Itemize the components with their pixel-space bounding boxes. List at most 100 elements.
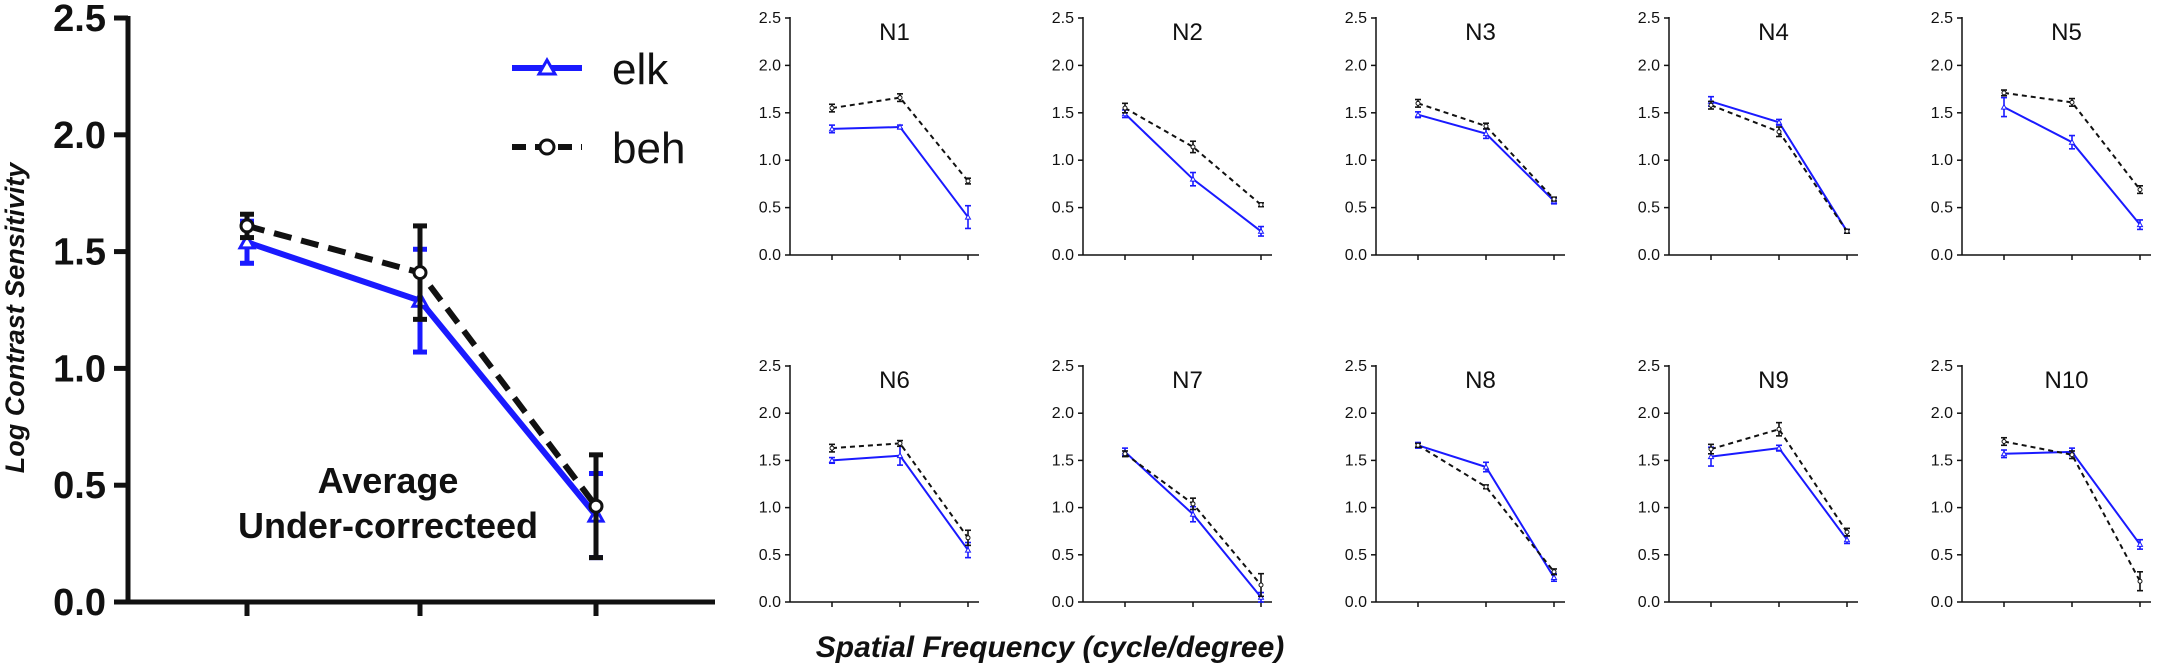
point-beh — [897, 440, 903, 446]
point-beh — [1844, 529, 1850, 535]
point-elk — [1189, 510, 1197, 517]
y-tick-label: 1.0 — [1345, 500, 1367, 517]
panel-title: N10 — [2044, 367, 2088, 394]
y-tick-label: 2.5 — [1345, 358, 1367, 375]
y-tick-label: 0.0 — [1638, 247, 1660, 264]
point-beh — [1258, 582, 1264, 588]
panel-title: N3 — [1465, 19, 1496, 46]
series-beh-line — [831, 442, 969, 539]
series-beh-line — [2003, 440, 2141, 582]
panel-average: 0.0 0.5 1.0 1.5 2.0 2.5 — [53, 0, 715, 624]
y-tick-label: 0.5 — [1638, 547, 1660, 564]
point-elk — [828, 456, 836, 463]
point-beh — [1483, 123, 1489, 129]
y-tick-label: 1.5 — [1052, 105, 1074, 122]
panel-n7: 0.0 0.5 1.0 1.5 2.0 2.5 N7 — [1052, 358, 1272, 611]
point-beh — [965, 535, 971, 541]
y-tick-label: 2.5 — [759, 10, 781, 27]
point-elk — [828, 125, 836, 132]
y-tick-label: 2.5 — [759, 358, 781, 375]
point-beh — [588, 498, 604, 514]
point-beh — [1551, 196, 1557, 202]
point-elk — [964, 546, 972, 553]
panel-n10: 0.0 0.5 1.0 1.5 2.0 2.5 N10 — [1931, 358, 2151, 611]
x-axis-label: Spatial Frequency (cycle/degree) — [816, 631, 1285, 664]
legend: elk beh — [512, 45, 685, 173]
series-beh-line — [831, 96, 969, 182]
point-beh — [1483, 484, 1489, 490]
y-tick-label: 1.0 — [1052, 152, 1074, 169]
y-tick-label: 1.0 — [1931, 500, 1953, 517]
series-elk-line — [831, 454, 969, 551]
y-tick-label: 1.5 — [53, 232, 106, 274]
y-tick-label: 0.5 — [1931, 200, 1953, 217]
y-tick-label: 1.5 — [1638, 105, 1660, 122]
point-beh — [1415, 100, 1421, 106]
point-beh — [1190, 144, 1196, 150]
y-tick-label: 1.5 — [1052, 452, 1074, 469]
panel-title: N8 — [1465, 367, 1496, 394]
y-axis-label: Log Contrast Sensitivity — [0, 161, 30, 474]
panel-title: N6 — [879, 367, 910, 394]
point-elk — [1257, 227, 1265, 234]
y-tick-label: 0.5 — [759, 547, 781, 564]
point-beh — [239, 218, 255, 234]
y-tick-label: 2.5 — [1052, 10, 1074, 27]
y-tick-label: 2.5 — [1931, 10, 1953, 27]
point-beh — [1844, 228, 1850, 234]
average-annotation-line1: Average — [318, 460, 459, 501]
panel-title: N1 — [879, 19, 910, 46]
panel-n4: 0.0 0.5 1.0 1.5 2.0 2.5 N4 — [1638, 10, 1858, 264]
y-tick-label: 1.5 — [1931, 105, 1953, 122]
y-tick-label: 2.5 — [1638, 10, 1660, 27]
point-elk — [1775, 118, 1783, 125]
legend-beh-marker — [538, 138, 556, 156]
point-beh — [1708, 446, 1714, 452]
point-elk — [2000, 450, 2008, 457]
panel-n5: 0.0 0.5 1.0 1.5 2.0 2.5 N5 — [1931, 10, 2151, 264]
point-elk — [2136, 540, 2144, 547]
panel-n3: 0.0 0.5 1.0 1.5 2.0 2.5 N3 — [1345, 10, 1565, 264]
panel-title: N5 — [2051, 19, 2082, 46]
point-beh — [1258, 202, 1264, 208]
y-tick-label: 2.5 — [1052, 358, 1074, 375]
y-tick-label: 0.0 — [1052, 247, 1074, 264]
y-tick-label: 2.0 — [1931, 57, 1953, 74]
point-beh — [2137, 187, 2143, 193]
point-beh — [829, 105, 835, 111]
point-elk — [1482, 463, 1490, 470]
point-beh — [1776, 129, 1782, 135]
y-tick-label: 1.0 — [1052, 500, 1074, 517]
y-tick-label: 2.0 — [1052, 57, 1074, 74]
y-tick-label: 2.0 — [1638, 405, 1660, 422]
y-tick-label: 0.5 — [1345, 200, 1367, 217]
y-tick-label: 0.0 — [1345, 247, 1367, 264]
y-tick-label: 1.0 — [759, 152, 781, 169]
y-tick-label: 1.5 — [1638, 452, 1660, 469]
point-elk — [896, 123, 904, 130]
y-tick-label: 2.0 — [1638, 57, 1660, 74]
y-tick-label: 1.5 — [759, 452, 781, 469]
series-beh-line — [1124, 107, 1262, 206]
y-tick-label: 2.0 — [759, 405, 781, 422]
y-tick-label: 0.0 — [1931, 594, 1953, 611]
point-beh — [2001, 439, 2007, 445]
y-tick-label: 1.0 — [53, 348, 106, 390]
y-tick-label: 2.5 — [1638, 358, 1660, 375]
point-elk — [1414, 111, 1422, 118]
point-elk — [237, 232, 257, 250]
point-beh — [1122, 451, 1128, 457]
y-tick-label: 0.5 — [1638, 200, 1660, 217]
y-tick-label: 0.0 — [759, 247, 781, 264]
point-elk — [1482, 130, 1490, 137]
panel-n6: 0.0 0.5 1.0 1.5 2.0 2.5 N6 — [759, 358, 979, 611]
point-elk — [1707, 453, 1715, 460]
y-tick-label: 0.5 — [759, 200, 781, 217]
panel-n2: 0.0 0.5 1.0 1.5 2.0 2.5 N2 — [1052, 10, 1272, 264]
panel-title: N4 — [1758, 19, 1789, 46]
series-elk-line — [1710, 447, 1848, 541]
y-tick-label: 1.5 — [1931, 452, 1953, 469]
point-elk — [964, 213, 972, 220]
point-beh — [1122, 105, 1128, 111]
